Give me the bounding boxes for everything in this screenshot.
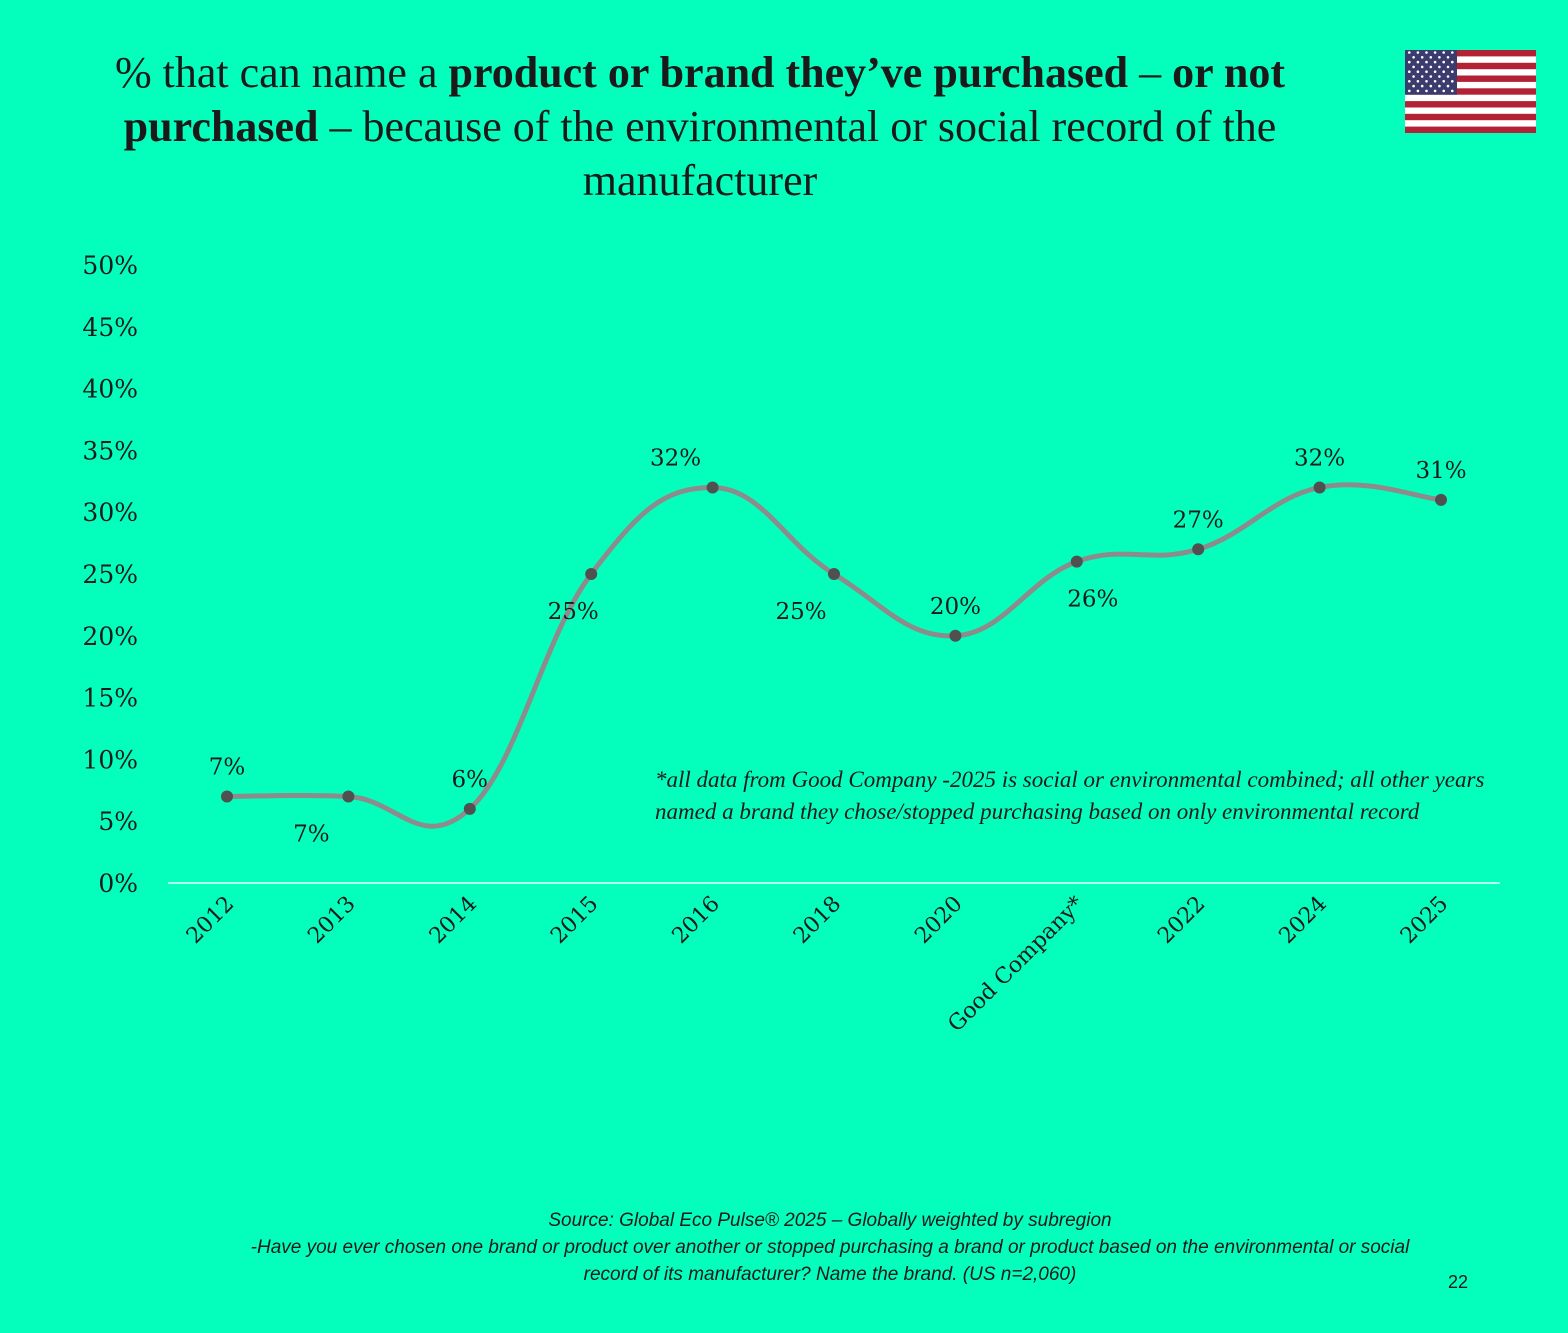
y-tick-label: 25% xyxy=(82,560,138,589)
data-label: 7% xyxy=(293,821,330,847)
data-point xyxy=(828,568,840,580)
y-tick-label: 5% xyxy=(98,807,138,836)
data-point xyxy=(342,790,355,803)
x-tick-label: Good Company* xyxy=(943,892,1089,1038)
x-tick-label: 2015 xyxy=(546,892,603,949)
x-tick-label: 2016 xyxy=(668,892,725,949)
title-text: – because of the environmental or social… xyxy=(318,102,1277,205)
chart-title: % that can name a product or brand they’… xyxy=(40,46,1360,208)
source-note: Source: Global Eco Pulse® 2025 – Globall… xyxy=(240,1207,1420,1288)
data-label: 25% xyxy=(775,599,826,625)
data-label: 6% xyxy=(452,767,489,793)
page-number: 22 xyxy=(1448,1272,1469,1292)
data-label: 25% xyxy=(548,599,599,625)
data-label: 27% xyxy=(1173,507,1224,533)
data-point xyxy=(221,790,233,803)
data-label: 26% xyxy=(1067,587,1118,613)
source-line: Source: Global Eco Pulse® 2025 – Globall… xyxy=(548,1210,1112,1231)
data-label: 20% xyxy=(930,594,981,620)
chart-annotation: *all data from Good Company -2025 is soc… xyxy=(655,767,1485,824)
data-label: 32% xyxy=(650,445,701,471)
data-point xyxy=(1192,543,1205,556)
data-point xyxy=(706,481,719,494)
y-tick-label: 15% xyxy=(82,684,138,713)
x-tick-label: 2024 xyxy=(1275,892,1332,949)
x-tick-label: 2013 xyxy=(303,892,360,949)
y-tick-label: 40% xyxy=(82,375,138,404)
y-tick-label: 35% xyxy=(82,436,138,465)
y-tick-label: 30% xyxy=(82,498,138,527)
data-point xyxy=(949,629,962,642)
y-tick-label: 50% xyxy=(82,251,138,280)
title-text: – xyxy=(1128,48,1173,97)
y-tick-label: 20% xyxy=(82,622,138,651)
x-tick-label: 2018 xyxy=(789,892,846,949)
y-tick-label: 10% xyxy=(82,745,138,774)
line-chart: 0% 5% 10% 15% 20% 25% 30% 35% 40% 45% 50% 2012 2013… xyxy=(82,251,1500,1038)
question-text: -Have you ever chosen one brand or produ… xyxy=(250,1237,1410,1285)
x-tick-label: 2012 xyxy=(182,892,239,949)
x-tick-label: 2025 xyxy=(1396,892,1453,949)
data-point xyxy=(1313,481,1326,494)
data-label: 31% xyxy=(1415,458,1466,484)
x-tick-label: 2020 xyxy=(910,892,967,949)
data-point xyxy=(585,568,598,580)
data-label: 7% xyxy=(209,754,246,780)
us-flag-icon xyxy=(1405,50,1536,133)
data-point xyxy=(1070,555,1083,568)
data-point xyxy=(1435,493,1447,506)
series-line xyxy=(224,482,1444,829)
y-tick-label: 45% xyxy=(82,313,138,342)
title-bold-text: product or brand they’ve purchased xyxy=(448,48,1129,97)
data-label: 32% xyxy=(1294,445,1345,471)
x-tick-label: 2014 xyxy=(425,892,482,949)
title-text: % that can name a xyxy=(114,48,449,97)
x-tick-label: 2022 xyxy=(1153,892,1210,949)
y-tick-label: 0% xyxy=(98,869,138,898)
title-bold-text: or not purchased xyxy=(123,48,1285,151)
data-point xyxy=(463,802,476,815)
